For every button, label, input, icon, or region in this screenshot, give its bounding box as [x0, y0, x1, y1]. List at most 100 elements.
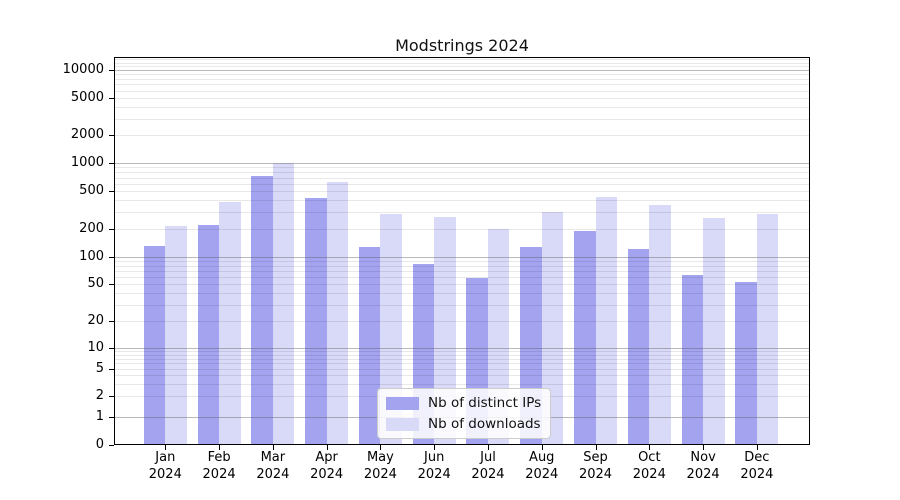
x-tick-label-nov: Nov 2024: [671, 449, 735, 483]
x-tick-month: Nov: [690, 450, 716, 465]
legend-item: Nb of downloads: [386, 416, 541, 432]
gridline-90: [114, 261, 810, 263]
x-tick-label-may: May 2024: [348, 449, 412, 483]
chart-title: Modstrings 2024: [395, 36, 529, 55]
y-tick-label-200: 200: [79, 220, 104, 236]
y-tick-label-5: 5: [95, 360, 104, 376]
bar-sep-downloads: [595, 196, 618, 445]
x-tick-mark: [649, 445, 651, 450]
bar-dec-downloads: [756, 213, 779, 445]
y-tick-mark: [109, 348, 114, 349]
x-tick-year: 2024: [578, 467, 613, 482]
gridline-9000: [114, 74, 810, 76]
y-tick-mark: [109, 320, 114, 322]
x-tick-mark: [756, 445, 758, 450]
bar-feb-downloads: [219, 201, 241, 445]
y-tick-label-0: 0: [95, 437, 104, 452]
gridline-800: [114, 172, 810, 174]
gridline-70: [114, 271, 810, 273]
legend-label: Nb of distinct IPs: [428, 395, 542, 411]
gridline-100: [114, 257, 810, 258]
y-tick-label-10: 10: [87, 340, 104, 355]
y-tick-label-5000: 5000: [70, 89, 104, 105]
bar-oct-distinct-ips: [627, 248, 650, 445]
gridline-2000: [114, 135, 810, 136]
gridline-8: [114, 354, 810, 356]
y-tick-label-50: 50: [87, 276, 104, 292]
x-tick-year: 2024: [256, 467, 290, 482]
gridline-12000: [114, 62, 810, 64]
y-tick-mark: [109, 163, 114, 164]
bar-apr-downloads: [326, 182, 349, 445]
gridline-200: [114, 228, 810, 230]
x-tick-label-jun: Jun 2024: [402, 449, 466, 483]
x-tick-mark: [595, 445, 597, 450]
gridline-3: [114, 384, 810, 386]
gridline-400: [114, 200, 810, 202]
gridline-10: [114, 348, 810, 349]
x-tick-year: 2024: [740, 467, 774, 482]
gridline-5: [114, 368, 810, 370]
y-tick-label-1000: 1000: [70, 155, 104, 170]
bar-oct-downloads: [649, 205, 671, 445]
bar-jan-distinct-ips: [143, 246, 166, 445]
y-tick-mark: [109, 97, 114, 99]
y-tick-label-100: 100: [79, 249, 104, 264]
x-tick-label-feb: Feb 2024: [187, 449, 251, 483]
gridline-40: [114, 293, 810, 295]
gridline-10000: [114, 70, 810, 71]
gridline-9: [114, 351, 810, 353]
gridline-8000: [114, 79, 810, 80]
gridline-7: [114, 358, 810, 360]
x-tick-month: Jan: [155, 450, 176, 465]
x-tick-month: Apr: [315, 450, 338, 465]
gridline-7000: [114, 84, 810, 86]
x-tick-year: 2024: [148, 467, 182, 482]
y-tick-mark: [109, 191, 114, 193]
gridline-3000: [114, 118, 810, 120]
x-tick-mark: [703, 445, 705, 450]
x-tick-mark: [219, 445, 221, 450]
y-tick-mark: [109, 257, 114, 258]
x-tick-label-dec: Dec 2024: [725, 449, 789, 483]
bar-mar-distinct-ips: [251, 175, 273, 445]
x-tick-month: May: [366, 450, 394, 465]
gridline-13000: [114, 59, 810, 61]
legend: Nb of distinct IPs Nb of downloads: [377, 388, 552, 439]
gridline-11000: [114, 66, 810, 68]
legend-item: Nb of distinct IPs: [386, 395, 541, 411]
x-tick-year: 2024: [202, 467, 236, 482]
x-tick-year: 2024: [525, 467, 559, 482]
gridline-80: [114, 265, 810, 267]
x-tick-label-oct: Oct 2024: [617, 449, 681, 483]
bar-nov-distinct-ips: [681, 275, 704, 445]
gridline-4000: [114, 107, 810, 108]
gridline-1000: [114, 163, 810, 164]
gridline-4: [114, 375, 810, 377]
x-tick-year: 2024: [471, 467, 505, 482]
bar-may-distinct-ips: [358, 246, 381, 445]
bar-sep-distinct-ips: [574, 230, 596, 445]
x-tick-label-jan: Jan 2024: [133, 449, 197, 483]
y-tick-mark: [109, 70, 114, 71]
x-tick-year: 2024: [632, 467, 666, 482]
gridline-50: [114, 284, 810, 286]
bar-aug-downloads: [541, 212, 564, 445]
bar-mar-downloads: [272, 163, 295, 445]
gridline-6000: [114, 90, 810, 92]
y-tick-mark: [109, 445, 114, 446]
x-tick-mark: [272, 445, 274, 450]
x-tick-label-sep: Sep 2024: [564, 449, 628, 483]
x-tick-mark: [165, 445, 167, 450]
x-tick-year: 2024: [417, 467, 451, 482]
gridline-700: [114, 177, 810, 179]
x-tick-label-jul: Jul 2024: [456, 449, 520, 483]
bar-jan-downloads: [165, 225, 187, 445]
y-tick-label-20: 20: [87, 312, 104, 328]
x-tick-month: Sep: [583, 450, 608, 465]
y-tick-mark: [109, 228, 114, 230]
x-tick-month: Feb: [207, 450, 231, 465]
bar-nov-downloads: [703, 218, 725, 445]
y-tick-mark: [109, 368, 114, 370]
